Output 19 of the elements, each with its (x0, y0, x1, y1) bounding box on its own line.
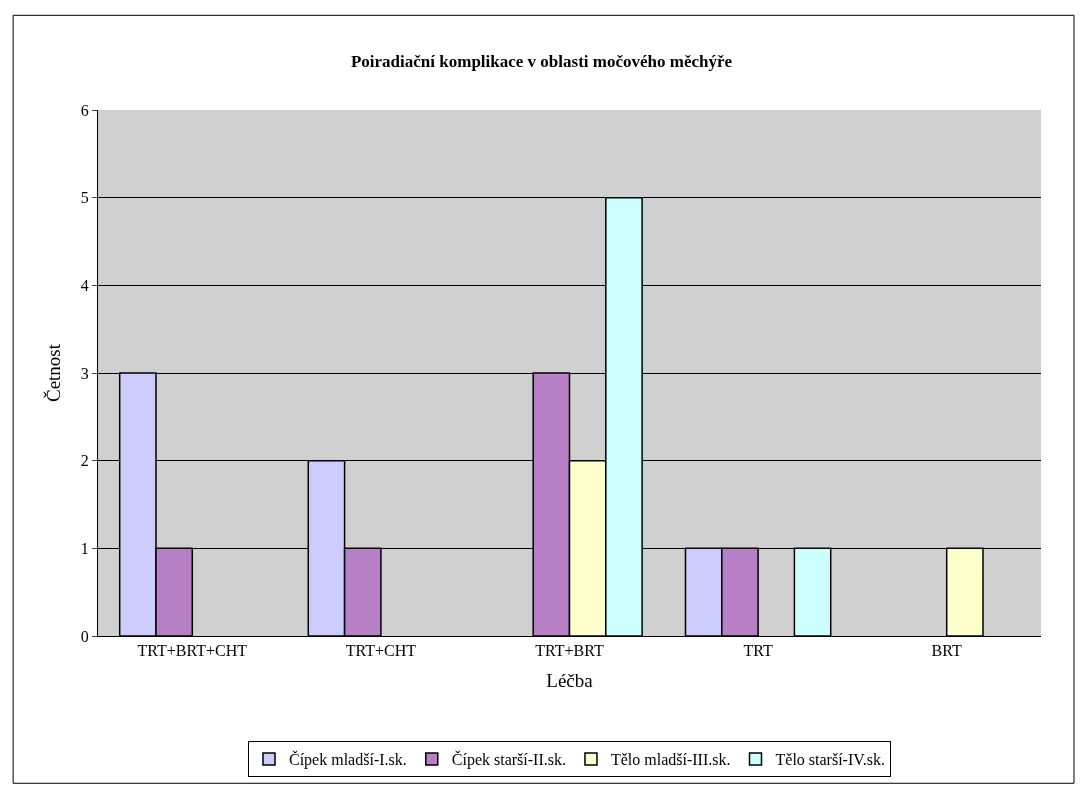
y-tick-label: 0 (80, 627, 89, 645)
legend-label: Čípek mladší-I.sk. (289, 750, 407, 770)
y-tick-label: 6 (80, 101, 89, 119)
y-tick-label: 3 (80, 364, 89, 382)
chart-title: Poiradiační komplikace v oblasti močového měchýře (350, 52, 733, 72)
x-tick-label: TRT+BRT (535, 642, 604, 660)
legend-label: Čípek starší-II.sk. (451, 750, 566, 770)
legend-label: Tělo mladší-III.sk. (610, 751, 731, 769)
y-tick-label: 1 (80, 539, 89, 557)
x-tick-label: TRT+BRT+CHT (137, 642, 248, 660)
x-axis-title: Léčba (546, 670, 594, 691)
x-tick-label: BRT (931, 642, 962, 660)
x-tick-label: TRT (743, 642, 773, 660)
y-axis-title: Četnost (42, 343, 64, 403)
legend-label: Tělo starší-IV.sk. (775, 751, 885, 769)
y-tick-label: 5 (80, 189, 89, 207)
y-tick-label: 2 (80, 452, 89, 470)
x-tick-label: TRT+CHT (345, 642, 417, 660)
y-tick-label: 4 (80, 276, 89, 294)
